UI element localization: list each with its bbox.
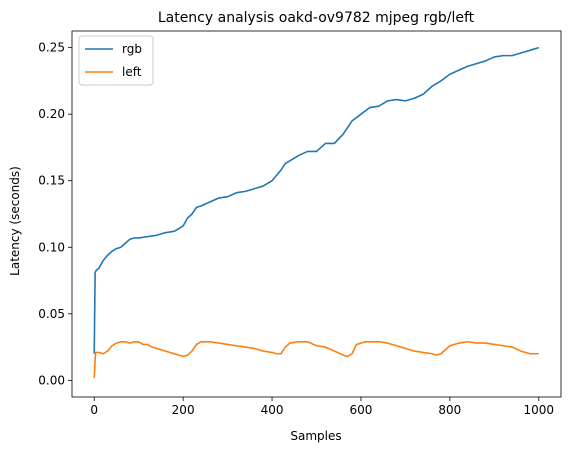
axes-frame bbox=[71, 30, 562, 398]
x-tick-label: 0 bbox=[90, 403, 98, 417]
legend: rgb left bbox=[78, 35, 154, 86]
x-axis-ticks: 0 200 400 600 800 1000 bbox=[90, 397, 554, 417]
y-axis-label: Latency (seconds) bbox=[8, 166, 22, 276]
x-tick-label: 800 bbox=[438, 403, 461, 417]
y-tick-label: 0.05 bbox=[38, 307, 65, 321]
x-tick-label: 1000 bbox=[523, 403, 554, 417]
plot-area bbox=[71, 30, 562, 398]
chart-title: Latency analysis oakd-ov9782 mjpeg rgb/l… bbox=[158, 10, 475, 26]
x-tick-label: 600 bbox=[350, 403, 373, 417]
y-tick-label: 0.25 bbox=[38, 41, 65, 55]
y-tick-label: 0.20 bbox=[38, 107, 65, 121]
legend-label-rgb: rgb bbox=[122, 42, 142, 56]
series-line-rgb bbox=[93, 46, 539, 354]
y-axis-ticks: 0.00 0.05 0.10 0.15 0.20 0.25 bbox=[38, 41, 72, 387]
x-tick-label: 200 bbox=[172, 403, 195, 417]
y-tick-label: 0.10 bbox=[38, 240, 65, 254]
x-tick-label: 400 bbox=[261, 403, 284, 417]
y-tick-label: 0.00 bbox=[38, 373, 65, 387]
legend-label-left: left bbox=[122, 65, 142, 79]
series-line-left bbox=[93, 340, 539, 378]
y-tick-label: 0.15 bbox=[38, 174, 65, 188]
x-axis-label: Samples bbox=[290, 429, 341, 443]
